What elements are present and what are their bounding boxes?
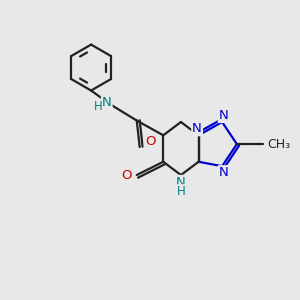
Text: N: N <box>192 122 202 135</box>
Text: CH₃: CH₃ <box>267 138 290 151</box>
Text: H: H <box>176 185 185 198</box>
Text: N: N <box>102 96 112 110</box>
Text: O: O <box>145 135 155 148</box>
Text: N: N <box>176 176 186 189</box>
Text: N: N <box>219 109 229 122</box>
Text: N: N <box>219 166 229 179</box>
Text: O: O <box>121 169 132 182</box>
Text: H: H <box>94 100 102 113</box>
